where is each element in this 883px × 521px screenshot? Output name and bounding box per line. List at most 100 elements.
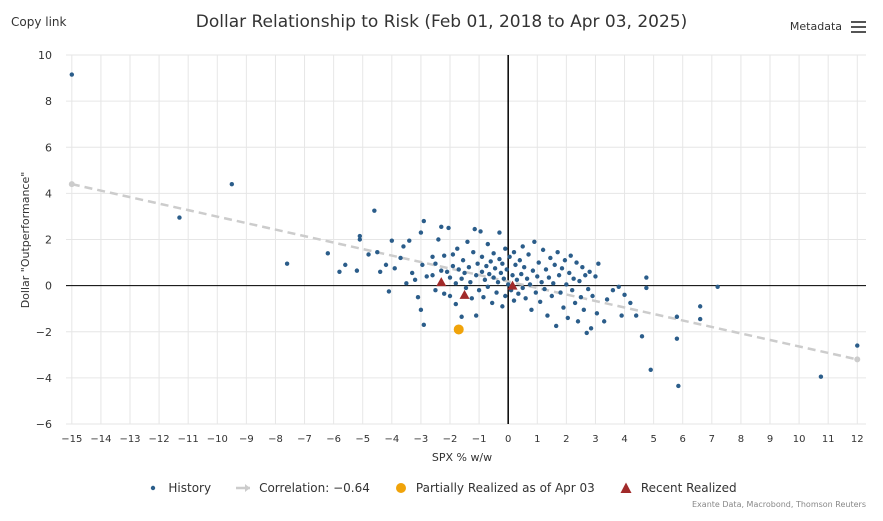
history-point (503, 293, 508, 299)
x-tick-label: 11 (822, 434, 835, 445)
history-marker-icon (151, 485, 156, 491)
copy-link[interactable]: Copy link (11, 15, 67, 29)
legend-item-partial[interactable]: Partially Realized as of Apr 03 (394, 481, 595, 495)
history-point (450, 252, 456, 257)
history-point (610, 288, 616, 293)
history-point (533, 290, 539, 295)
y-tick-label: 8 (45, 95, 52, 108)
history-point (523, 296, 528, 301)
history-point (366, 252, 371, 257)
history-point (284, 261, 290, 266)
history-point (511, 249, 517, 255)
hamburger-menu-icon[interactable] (851, 20, 866, 33)
recent-realized-point (459, 289, 470, 299)
chart-title: Dollar Relationship to Risk (Feb 01, 201… (195, 12, 688, 32)
history-point (571, 276, 576, 281)
history-point (574, 260, 579, 265)
x-tick-label: 9 (767, 434, 773, 445)
history-point (543, 267, 549, 272)
history-point (588, 326, 594, 331)
history-point (697, 316, 703, 322)
partial-marker-icon (395, 483, 406, 493)
correlation-endpoint (854, 356, 861, 363)
history-point (463, 285, 469, 291)
history-point (676, 383, 681, 389)
legend-item-recent[interactable]: Recent Realized (619, 481, 737, 495)
history-point (578, 294, 584, 300)
history-point (430, 254, 435, 259)
history-point (551, 281, 556, 286)
history-point (475, 261, 480, 266)
history-point (386, 289, 392, 294)
history-point (552, 262, 557, 268)
history-point (674, 314, 680, 319)
history-point (644, 275, 649, 280)
y-tick-label: 10 (38, 49, 52, 62)
history-point (495, 279, 501, 285)
history-point (580, 264, 585, 270)
legend-item-history[interactable]: History (146, 481, 211, 495)
history-point (372, 208, 377, 213)
history-point (855, 343, 860, 348)
history-point (542, 286, 547, 292)
history-point (479, 254, 485, 259)
correlation-trendline (68, 181, 861, 363)
history-point (69, 72, 75, 77)
history-point (450, 263, 456, 269)
history-point (468, 279, 473, 285)
history-point (375, 249, 380, 255)
history-point (484, 263, 489, 269)
x-axis-label: SPX % w/w (432, 451, 492, 464)
legend: History Correlation: −0.64 Partially Rea… (0, 481, 883, 495)
history-point (383, 262, 389, 268)
history-point (633, 313, 639, 318)
x-tick-label: −11 (178, 434, 199, 445)
history-point (446, 225, 451, 231)
zero-axis-lines (66, 55, 866, 424)
history-point (545, 313, 550, 318)
history-point (481, 294, 486, 300)
history-point (511, 298, 517, 303)
history-point (535, 274, 540, 279)
history-point (622, 292, 627, 298)
history-point (404, 281, 409, 286)
correlation-marker-icon (236, 484, 251, 492)
partial-realized-point (453, 324, 464, 335)
history-point (639, 334, 645, 339)
x-tick-label: 12 (851, 434, 864, 445)
history-point (409, 270, 415, 276)
history-point (562, 258, 568, 263)
history-point (549, 293, 555, 299)
history-point (389, 238, 395, 243)
x-tick-label: −10 (207, 434, 228, 445)
legend-label-history: History (168, 481, 212, 495)
history-point (516, 291, 521, 296)
history-point (514, 277, 520, 283)
history-point (337, 269, 342, 274)
history-point (616, 284, 621, 289)
history-point (569, 288, 575, 293)
recent-realized-point (507, 280, 518, 290)
history-point (491, 275, 496, 280)
history-point (565, 315, 571, 321)
y-tick-label: 6 (45, 141, 52, 154)
metadata-button[interactable]: Metadata (790, 20, 866, 33)
history-point (354, 268, 360, 273)
history-point (674, 336, 680, 341)
history-point (433, 261, 438, 266)
history-point (482, 277, 488, 283)
history-point (494, 290, 499, 295)
x-tick-label: −1 (472, 434, 487, 445)
history-point (604, 297, 610, 302)
history-point (564, 282, 569, 287)
history-point (583, 273, 588, 278)
history-point (585, 286, 591, 292)
history-point (697, 304, 703, 309)
legend-item-correlation[interactable]: Correlation: −0.64 (235, 481, 370, 495)
history-point (453, 281, 459, 286)
history-point (478, 229, 483, 234)
history-point (469, 296, 475, 301)
history-point (577, 278, 582, 284)
highlight-points (436, 277, 518, 335)
